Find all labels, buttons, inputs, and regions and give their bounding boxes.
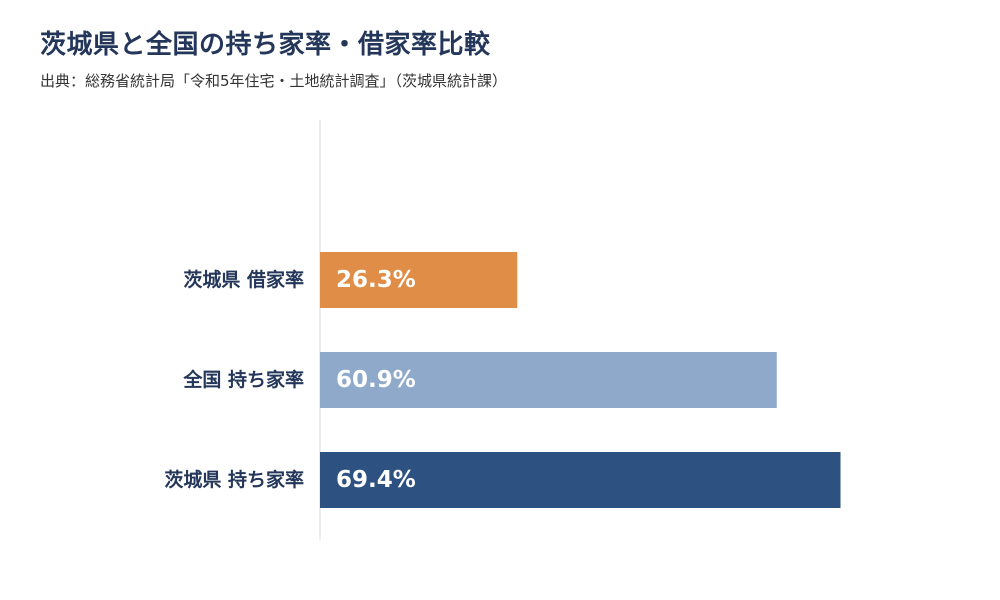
category-label-2: 茨城県 持ち家率 bbox=[164, 468, 304, 491]
category-label-1: 全国 持ち家率 bbox=[182, 368, 304, 391]
chart-title: 茨城県と全国の持ち家率・借家率比較 bbox=[40, 30, 491, 60]
value-label-1: 60.9% bbox=[336, 367, 416, 393]
bar-2 bbox=[320, 452, 841, 508]
bar-1 bbox=[320, 352, 777, 408]
chart-source: 出典：総務省統計局「令和5年住宅・土地統計調査」（茨城県統計課） bbox=[40, 72, 508, 90]
value-label-2: 69.4% bbox=[336, 467, 416, 493]
bar-0 bbox=[320, 252, 518, 308]
bars-group: 茨城県 借家率 26.3% 全国 持ち家率 60.9% 茨城県 持ち家率 69.4% bbox=[164, 252, 841, 508]
value-label-0: 26.3% bbox=[336, 267, 416, 293]
category-label-0: 茨城県 借家率 bbox=[183, 268, 304, 291]
